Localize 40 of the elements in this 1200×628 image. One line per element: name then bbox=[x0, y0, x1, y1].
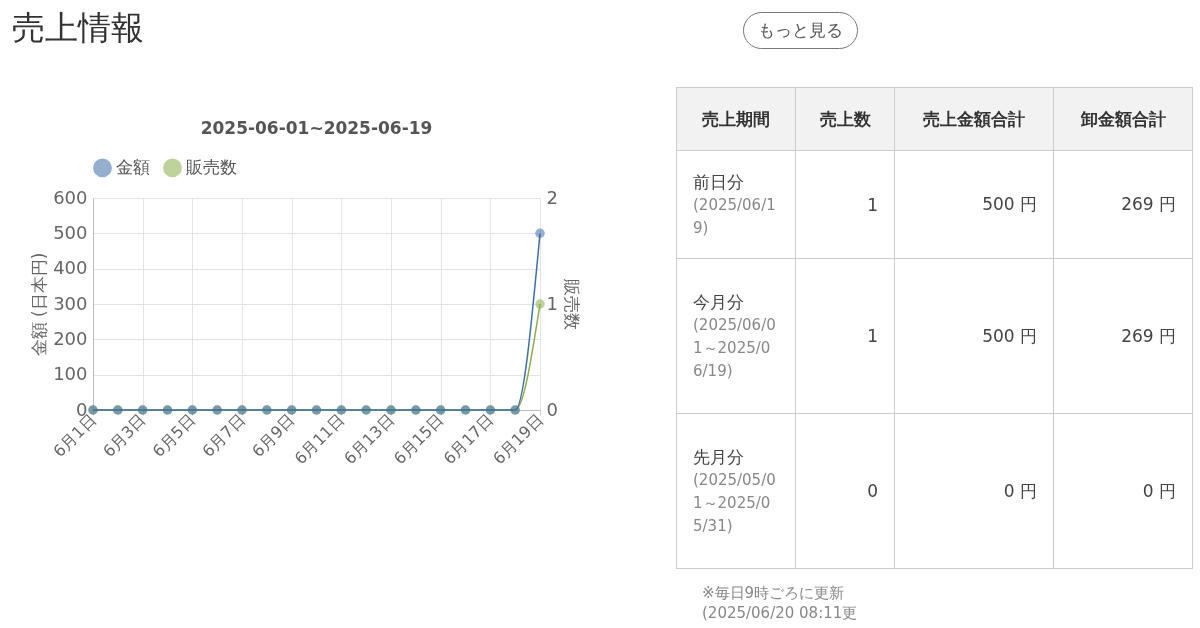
text: 1 bbox=[795, 150, 895, 259]
legend-label: 販売数 bbox=[186, 156, 237, 177]
y2-axis-title: 販売数 bbox=[561, 279, 582, 330]
y-tick-label: 300 bbox=[53, 292, 88, 314]
text: 売上数 bbox=[795, 87, 895, 151]
text: 269 円 bbox=[1053, 150, 1193, 259]
y2-tick-label: 0 bbox=[546, 398, 558, 420]
text: ※毎日9時ごろに更新 bbox=[702, 584, 845, 602]
y-tick-label: 600 bbox=[53, 186, 88, 208]
text: (2025/06/20 08:11更 bbox=[702, 604, 858, 622]
text: (2025/05/01～2025/05/31) bbox=[693, 470, 776, 535]
y-axis-title: 金額 (日本円) bbox=[29, 252, 50, 357]
y2-tick-label: 1 bbox=[546, 292, 558, 314]
text: 500 円 bbox=[894, 258, 1054, 414]
text: 売上情報 bbox=[12, 7, 144, 49]
text: (2025/06/01～2025/06/19) bbox=[693, 315, 776, 380]
text: もっと見る bbox=[743, 12, 858, 49]
text: 売上期間 bbox=[676, 87, 796, 151]
text: 0 円 bbox=[894, 413, 1054, 569]
text: 0 円 bbox=[1053, 413, 1193, 569]
x-tick-label: 6月7日 bbox=[198, 410, 249, 461]
text: 500 円 bbox=[894, 150, 1054, 259]
x-tick-label: 6月5日 bbox=[148, 410, 200, 461]
y-tick-label: 400 bbox=[53, 257, 88, 279]
y2-tick-label: 2 bbox=[546, 186, 558, 208]
text: 先月分 bbox=[693, 446, 744, 467]
legend-label: 金額 bbox=[116, 156, 150, 177]
text: 1 bbox=[795, 258, 895, 414]
y-tick-label: 200 bbox=[53, 327, 88, 349]
y-tick-label: 100 bbox=[53, 363, 88, 385]
text: 売上金額合計 bbox=[894, 87, 1054, 151]
text: 今月分 bbox=[693, 291, 744, 312]
text: 269 円 bbox=[1053, 258, 1193, 414]
text: 前日分 bbox=[693, 171, 744, 192]
text: 0 bbox=[795, 413, 895, 569]
chart-title: 2025-06-01~2025-06-19 bbox=[200, 118, 433, 138]
text: (2025/06/19) bbox=[693, 195, 776, 237]
x-tick-label: 6月3日 bbox=[99, 410, 150, 461]
y-tick-label: 500 bbox=[53, 221, 88, 243]
text: 卸金額合計 bbox=[1053, 87, 1193, 151]
